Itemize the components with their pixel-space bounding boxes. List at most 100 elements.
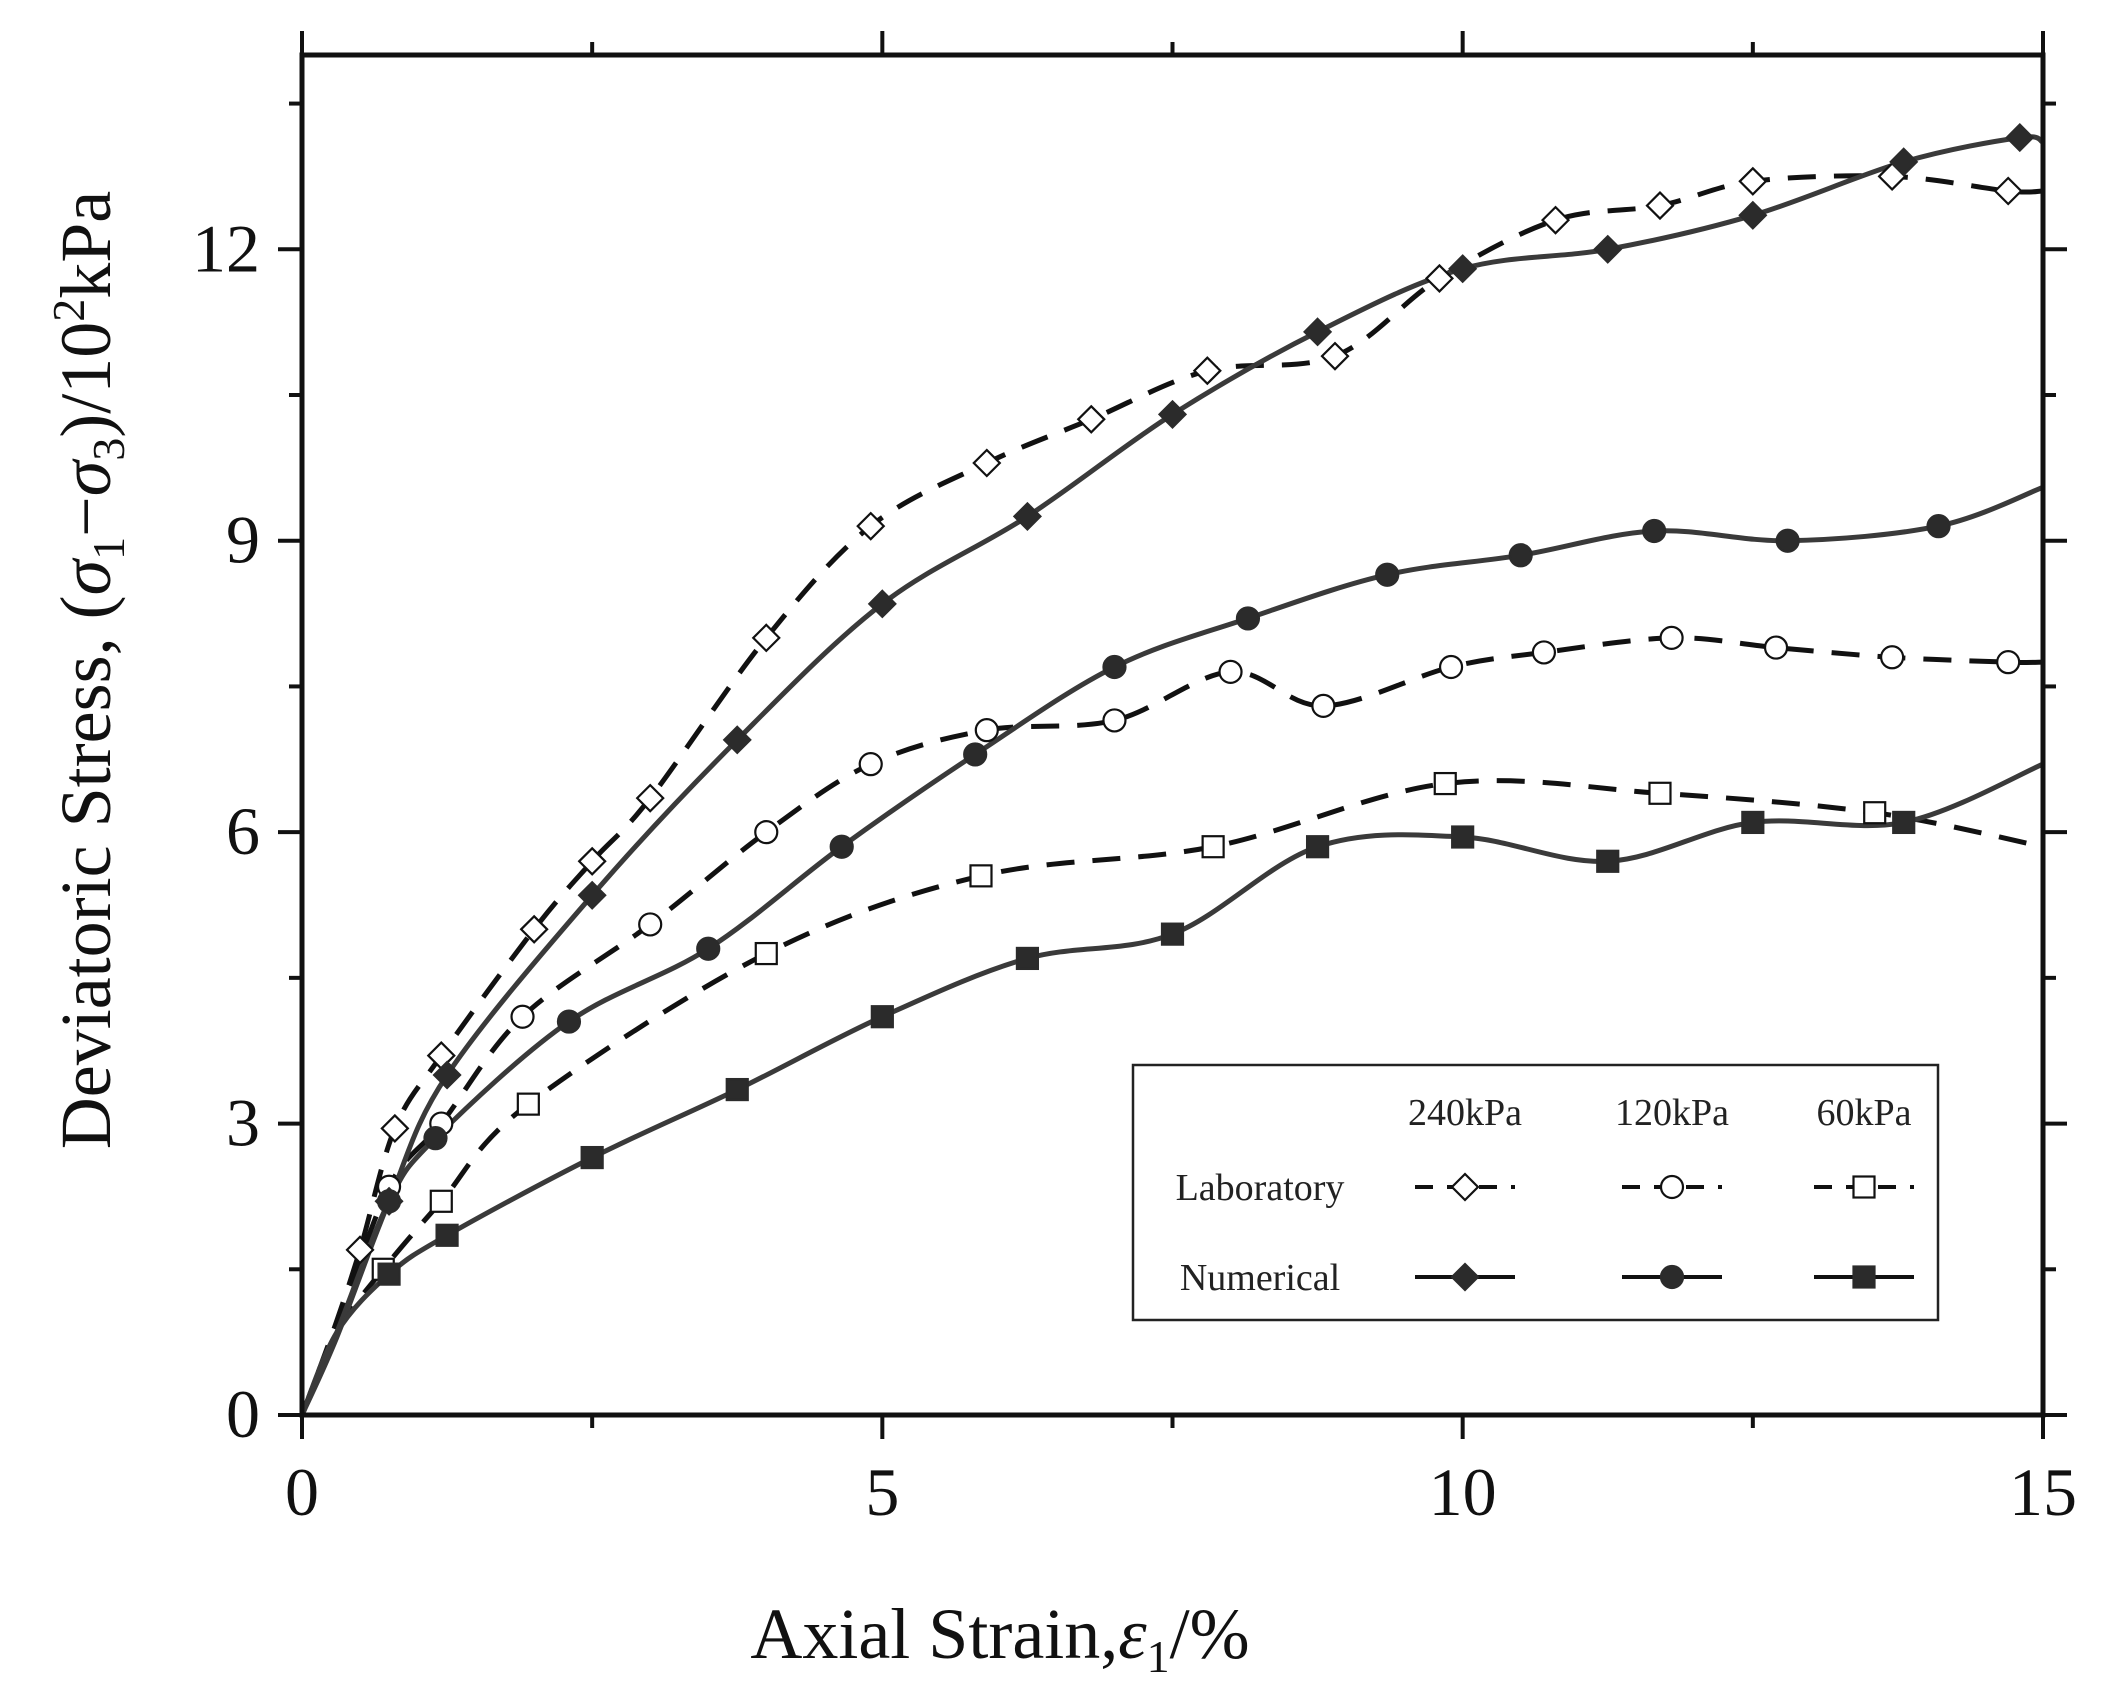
legend-header-120kpa: 120kPa	[1615, 1092, 1729, 1134]
legend-header-240kpa: 240kPa	[1408, 1092, 1522, 1134]
x-tick-label: 0	[285, 1454, 319, 1530]
data-point-laboratory-120kpa	[638, 912, 663, 937]
data-point-laboratory-240kpa	[1076, 404, 1106, 434]
data-point-numerical-120kpa	[1508, 543, 1533, 568]
legend-row-numerical: Numerical	[1180, 1257, 1340, 1299]
data-point-laboratory-240kpa	[972, 448, 1002, 478]
data-point-numerical-60kpa	[1305, 835, 1330, 859]
legend-samples	[1415, 1172, 1914, 1292]
series-markers	[345, 123, 2035, 1286]
data-point-laboratory-120kpa	[1102, 708, 1127, 733]
y-tick-label: 3	[226, 1085, 260, 1161]
data-point-numerical-120kpa	[1102, 654, 1127, 680]
data-point-laboratory-120kpa	[974, 718, 999, 743]
data-point-laboratory-240kpa	[1738, 166, 1768, 196]
data-point-laboratory-240kpa	[577, 846, 607, 876]
y-tick-label: 12	[192, 210, 260, 286]
data-point-numerical-240kpa	[867, 589, 897, 619]
data-point-numerical-60kpa	[1015, 946, 1040, 971]
data-point-numerical-60kpa	[435, 1223, 459, 1247]
data-point-numerical-120kpa	[1926, 514, 1951, 539]
legend-marker-laboratory-240kpa	[1450, 1172, 1480, 1202]
data-point-laboratory-240kpa	[1993, 176, 2023, 206]
data-point-laboratory-120kpa	[1763, 635, 1789, 660]
data-point-numerical-240kpa	[722, 725, 752, 755]
data-point-laboratory-60kpa	[1433, 771, 1457, 796]
data-point-numerical-60kpa	[1741, 810, 1765, 835]
data-point-numerical-240kpa	[1738, 200, 1768, 230]
legend-header-60kpa: 60kPa	[1817, 1092, 1912, 1134]
data-point-numerical-240kpa	[1303, 317, 1333, 347]
data-point-numerical-120kpa	[423, 1126, 448, 1151]
legend-marker-laboratory-60kpa	[1852, 1175, 1876, 1199]
data-point-laboratory-60kpa	[1648, 781, 1672, 805]
data-point-laboratory-120kpa	[510, 1004, 535, 1029]
data-point-laboratory-240kpa	[345, 1235, 375, 1265]
legend-row-laboratory: Laboratory	[1176, 1167, 1345, 1209]
legend-marker-numerical-240kpa	[1450, 1262, 1480, 1292]
data-point-laboratory-60kpa	[754, 941, 778, 966]
legend-box	[1131, 1063, 1940, 1322]
data-point-laboratory-240kpa	[1424, 263, 1455, 293]
data-point-laboratory-120kpa	[1438, 654, 1464, 680]
data-point-numerical-60kpa	[377, 1262, 401, 1286]
data-point-numerical-240kpa	[577, 880, 607, 910]
data-point-numerical-120kpa	[556, 1009, 582, 1034]
legend-marker-numerical-60kpa	[1852, 1265, 1876, 1289]
data-point-numerical-240kpa	[1448, 254, 1478, 284]
axes	[278, 31, 2067, 1439]
data-point-numerical-120kpa	[1642, 518, 1667, 544]
data-point-laboratory-60kpa	[429, 1189, 453, 1213]
data-point-numerical-240kpa	[1012, 501, 1042, 531]
data-point-numerical-120kpa	[829, 834, 854, 859]
data-point-numerical-120kpa	[376, 1189, 402, 1214]
data-point-laboratory-60kpa	[516, 1092, 540, 1116]
data-point-laboratory-240kpa	[751, 623, 781, 653]
data-point-laboratory-120kpa	[1996, 650, 2021, 675]
series-line-laboratory-240kpa	[299, 173, 2044, 1416]
data-point-laboratory-240kpa	[856, 511, 886, 541]
y-axis-title: Deviatoric Stress, (σ1−σ3)/102kPa	[43, 191, 134, 1149]
y-tick-label: 9	[226, 502, 260, 578]
data-point-numerical-240kpa	[1157, 399, 1188, 429]
legend-marker-laboratory-120kpa	[1659, 1174, 1685, 1200]
data-point-laboratory-60kpa	[1863, 801, 1887, 825]
data-point-numerical-60kpa	[1160, 922, 1185, 946]
data-point-laboratory-120kpa	[1531, 640, 1557, 665]
data-point-numerical-60kpa	[1892, 810, 1916, 835]
data-point-laboratory-120kpa	[858, 752, 883, 777]
data-point-numerical-120kpa	[963, 742, 988, 767]
x-axis-title: Axial Strain,ε1/%	[750, 1594, 1249, 1682]
data-point-laboratory-120kpa	[1218, 659, 1243, 684]
y-tick-label: 6	[226, 793, 260, 869]
data-point-numerical-120kpa	[1375, 562, 1400, 587]
data-point-numerical-120kpa	[1775, 528, 1800, 553]
data-point-numerical-240kpa	[1889, 147, 1919, 177]
data-point-laboratory-120kpa	[1880, 645, 1905, 670]
data-point-laboratory-60kpa	[1201, 835, 1225, 859]
data-point-laboratory-120kpa	[1311, 693, 1336, 718]
data-point-numerical-60kpa	[1451, 825, 1475, 849]
data-point-numerical-240kpa	[432, 1060, 462, 1090]
data-point-laboratory-120kpa	[1659, 625, 1684, 650]
data-point-numerical-60kpa	[1596, 849, 1620, 873]
data-point-laboratory-240kpa	[519, 914, 549, 944]
data-point-numerical-60kpa	[870, 1005, 894, 1029]
y-tick-label: 0	[226, 1376, 260, 1452]
x-tick-label: 15	[2009, 1454, 2077, 1530]
data-point-laboratory-60kpa	[969, 864, 993, 888]
x-tick-label: 10	[1429, 1454, 1497, 1530]
data-point-numerical-60kpa	[580, 1145, 604, 1170]
tick-labels: 0 5 10 15 0 3 6 9 12	[192, 210, 2077, 1530]
data-point-laboratory-120kpa	[754, 820, 779, 845]
data-point-numerical-120kpa	[1235, 606, 1261, 631]
data-point-numerical-120kpa	[696, 936, 721, 961]
data-point-numerical-240kpa	[1593, 234, 1623, 264]
data-point-laboratory-240kpa	[380, 1113, 410, 1143]
data-point-numerical-60kpa	[725, 1077, 749, 1102]
data-point-laboratory-240kpa	[1645, 191, 1675, 221]
legend: 240kPa 120kPa 60kPa Laboratory Numerical	[1131, 1063, 1940, 1322]
x-tick-label: 5	[865, 1454, 899, 1530]
